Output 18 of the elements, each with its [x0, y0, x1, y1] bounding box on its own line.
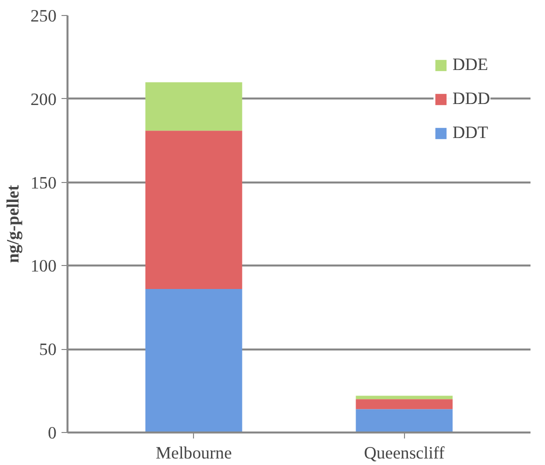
- y-tick-label: 0: [48, 424, 57, 442]
- bar: [356, 396, 453, 400]
- y-tick-label: 200: [30, 90, 57, 109]
- y-axis-title: ng/g-pellet: [4, 184, 23, 263]
- legend-label: DDT: [452, 123, 488, 143]
- x-tick-label: Queenscliff: [364, 444, 445, 462]
- bar: [145, 82, 242, 131]
- bar: [356, 409, 453, 432]
- legend-label: DDD: [452, 89, 490, 109]
- y-tick-label: 100: [30, 256, 57, 276]
- y-tick-label: 50: [39, 340, 56, 360]
- bar: [356, 399, 453, 410]
- legend-label: DDE: [452, 55, 488, 75]
- bar: [145, 289, 242, 432]
- y-tick-label: 150: [30, 173, 57, 192]
- bar: [145, 130, 242, 290]
- x-tick-label: Melbourne: [156, 444, 232, 462]
- y-tick-label: 250: [30, 6, 57, 26]
